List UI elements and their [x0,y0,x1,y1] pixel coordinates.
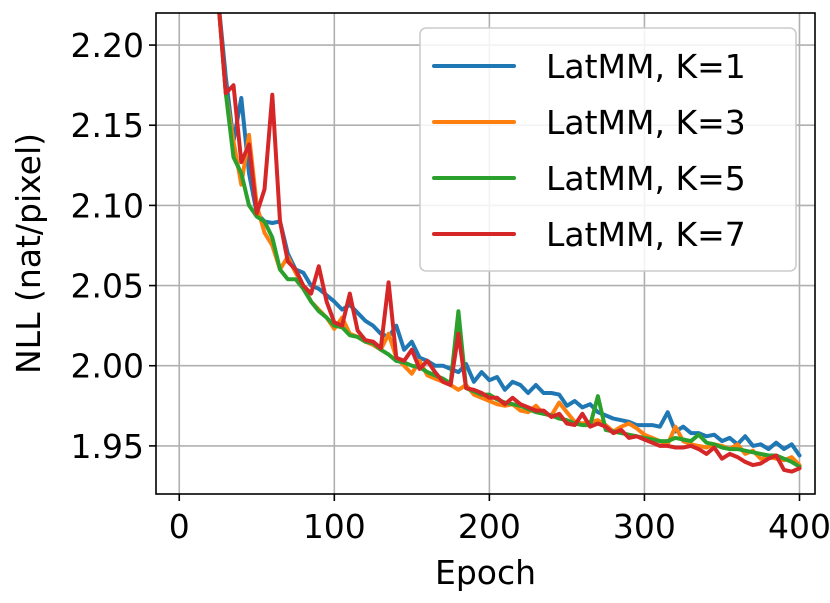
y-tick-label: 1.95 [71,427,144,466]
x-tick-label: 400 [768,507,830,546]
legend-label: LatMM, K=5 [546,159,746,198]
x-tick-label: 300 [613,507,676,546]
x-tick-label: 100 [303,507,366,546]
legend: LatMM, K=1 LatMM, K=3 LatMM, K=5 LatMM, K=7 [419,27,797,272]
tick-labels: 0 100 200 300 400 1.95 2.00 2.05 2.10 2.15 2.20 [71,26,830,546]
legend-label: LatMM, K=1 [546,47,746,86]
legend-label: LatMM, K=3 [546,103,746,142]
y-tick-label: 2.20 [71,26,144,65]
y-axis-label: NLL (nat/pixel) [9,133,48,374]
x-tick-label: 0 [169,507,190,546]
series-line-k7 [217,13,802,474]
x-axis-label: Epoch [435,553,536,592]
legend-label: LatMM, K=7 [546,215,746,254]
y-tick-label: 2.15 [71,106,144,145]
y-tick-label: 2.10 [71,186,144,225]
y-tick-label: 2.00 [71,347,144,386]
legend-box [419,27,797,272]
plot-frame [155,12,816,495]
x-tick-label: 200 [458,507,521,546]
series-lines [217,13,802,474]
y-tick-label: 2.05 [71,267,144,306]
axis-ticks [149,44,801,501]
